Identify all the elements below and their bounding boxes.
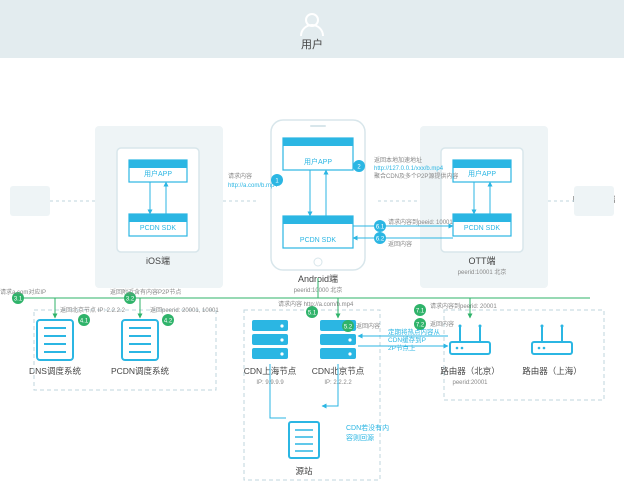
- svg-text:容则回源: 容则回源: [346, 433, 374, 442]
- svg-text:4.1: 4.1: [80, 319, 89, 325]
- ios-sdk-label: PCDN SDK: [140, 225, 177, 232]
- user-label: 用户: [301, 37, 323, 51]
- node-pcdn: PCDN调度系统: [111, 320, 170, 376]
- ios-app-label: 用户APP: [144, 169, 172, 178]
- svg-text:返回peerid: 20001, 10001: 返回peerid: 20001, 10001: [150, 307, 219, 314]
- svg-text:5.2: 5.2: [344, 325, 353, 331]
- svg-text:2P节点上: 2P节点上: [388, 343, 416, 352]
- svg-text:7.2: 7.2: [416, 323, 425, 329]
- node-router_bj-title: 路由器（北京）: [440, 366, 500, 376]
- svg-text:CDN若没有内: CDN若没有内: [346, 423, 389, 432]
- svg-text:返回附近含有内容P2P节点: 返回附近含有内容P2P节点: [110, 288, 181, 296]
- node-router_bj: 路由器（北京） peerid:20001: [440, 325, 500, 387]
- svg-text:返回本地加速地址: 返回本地加速地址: [374, 156, 422, 164]
- svg-text:http://a.com/b.mp4: http://a.com/b.mp4: [228, 183, 278, 189]
- ott-title: OTT端: [469, 255, 496, 266]
- svg-text:3.1: 3.1: [14, 297, 23, 303]
- svg-text:聚合CDN及多个P2P源提供内容: 聚合CDN及多个P2P源提供内容: [374, 172, 458, 180]
- android-sdk-label: PCDN SDK: [300, 237, 337, 244]
- node-origin: 源站: [289, 422, 319, 476]
- svg-text:请求内容到peeid: 10001: 请求内容到peeid: 10001: [388, 218, 453, 226]
- svg-text:请求内容: 请求内容: [228, 172, 252, 180]
- svg-text:3.2: 3.2: [126, 297, 135, 303]
- node-dns-title: DNS调度系统: [29, 366, 81, 376]
- svg-text:返回内容: 返回内容: [356, 322, 380, 330]
- node-router_sh-title: 路由器（上海）: [522, 366, 582, 376]
- node-pcdn-title: PCDN调度系统: [111, 366, 170, 376]
- svg-text:6.1: 6.1: [376, 225, 385, 231]
- svg-text:返回内容: 返回内容: [388, 240, 412, 248]
- node-dns: DNS调度系统: [29, 320, 81, 376]
- android-device: 用户APPPCDN SDKAndroid端peerid:10000 北京: [271, 120, 365, 294]
- node-origin-title: 源站: [295, 466, 313, 476]
- ios-device: 用户APP PCDN SDK iOS端: [117, 148, 199, 266]
- svg-text:4.2: 4.2: [164, 319, 173, 325]
- ios-title: iOS端: [146, 255, 170, 266]
- sched-group: [34, 310, 216, 390]
- svg-text:5.1: 5.1: [308, 311, 317, 317]
- svg-text:请求内容到peerid: 20001: 请求内容到peerid: 20001: [430, 302, 497, 310]
- svg-text:请求a.com对应IP: 请求a.com对应IP: [0, 288, 46, 296]
- pc-chip: [574, 186, 614, 216]
- node-router_bj-sub: peerid:20001: [452, 380, 488, 386]
- ott-sdk-label: PCDN SDK: [464, 225, 501, 232]
- svg-text:定期将热点内容从: 定期将热点内容从: [388, 327, 441, 336]
- android-app-label: 用户APP: [304, 157, 332, 166]
- svg-text:返回北京节点 IP: 2.2.2.2: 返回北京节点 IP: 2.2.2.2: [60, 306, 126, 314]
- ott-sub: peerid:10001 北京: [458, 268, 507, 276]
- node-router_sh: 路由器（上海）: [522, 325, 582, 377]
- ott-app-label: 用户APP: [468, 169, 496, 178]
- svg-text:请求内容 http://a.com/b.mp4: 请求内容 http://a.com/b.mp4: [278, 300, 354, 308]
- svg-text:返回内容: 返回内容: [430, 320, 454, 328]
- svg-text:6.2: 6.2: [376, 237, 385, 243]
- flash-chip: [10, 186, 50, 216]
- svg-text:http://127.0.0.1/xxx/b.mp4: http://127.0.0.1/xxx/b.mp4: [374, 166, 444, 172]
- svg-text:CDN缓存到P: CDN缓存到P: [388, 335, 426, 344]
- svg-text:7.1: 7.1: [416, 309, 425, 315]
